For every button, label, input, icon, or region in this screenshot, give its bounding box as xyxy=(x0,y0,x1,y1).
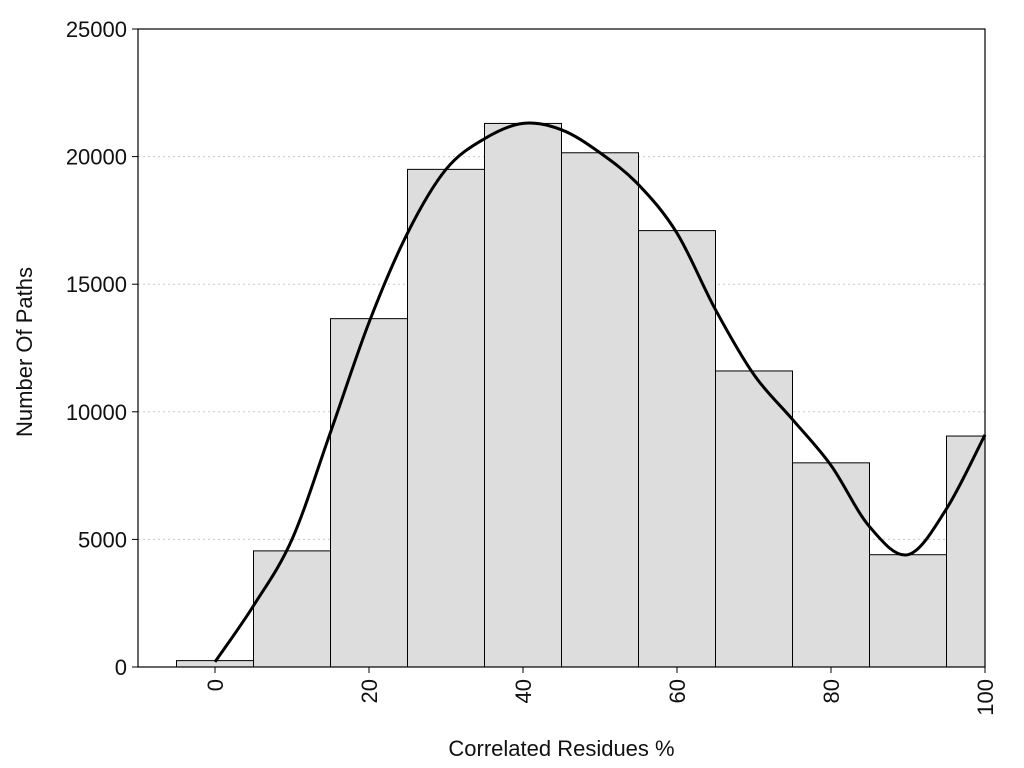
histogram-bar xyxy=(869,554,947,668)
histogram-bar xyxy=(253,550,331,668)
x-tick-label: 20 xyxy=(357,679,382,703)
x-tick-label: 0 xyxy=(203,679,228,691)
x-tick-label: 80 xyxy=(819,679,844,703)
y-axis-title: Number Of Paths xyxy=(12,267,37,437)
y-tick-label: 15000 xyxy=(66,272,127,297)
x-tick-label: 40 xyxy=(511,679,536,703)
y-tick-label: 20000 xyxy=(66,145,127,170)
histogram-bar xyxy=(792,462,870,668)
histogram-bar xyxy=(561,152,639,668)
plot-frame xyxy=(137,28,986,668)
x-axis-title: Correlated Residues % xyxy=(448,736,674,761)
y-tick-label: 25000 xyxy=(66,17,127,42)
y-tick-label: 10000 xyxy=(66,400,127,425)
histogram-bar xyxy=(330,318,408,668)
histogram-bar xyxy=(638,230,716,668)
x-axis-ticks: 0 20 40 60 80 100 xyxy=(203,667,998,716)
x-tick-label: 60 xyxy=(665,679,690,703)
y-axis-ticks: 0 5000 10000 15000 20000 25000 xyxy=(66,17,138,680)
density-curve xyxy=(213,121,987,663)
y-tick-label: 5000 xyxy=(78,527,127,552)
histogram-bars xyxy=(176,122,986,668)
y-tick-label: 0 xyxy=(115,655,127,680)
histogram-bar xyxy=(407,168,485,668)
histogram-bar xyxy=(715,370,793,668)
histogram-bar xyxy=(484,122,562,668)
x-tick-label: 100 xyxy=(973,679,998,716)
